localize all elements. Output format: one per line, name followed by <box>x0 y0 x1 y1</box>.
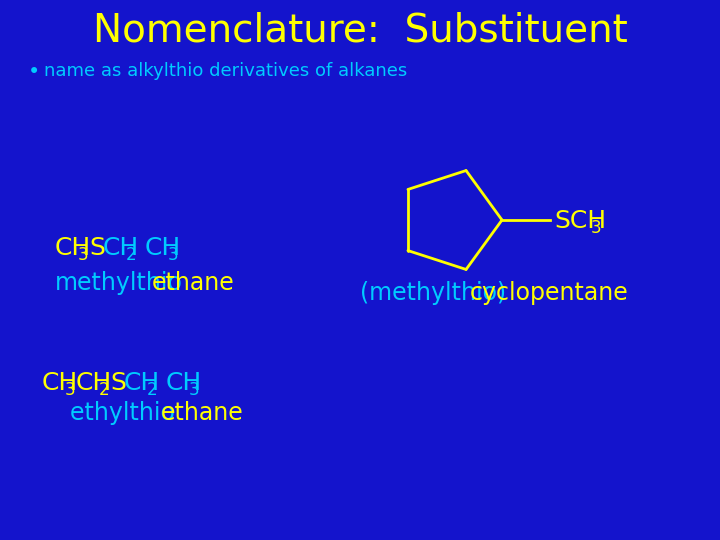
Text: (methylthio): (methylthio) <box>360 281 506 305</box>
Text: ethylthio: ethylthio <box>55 401 175 425</box>
Text: 2: 2 <box>99 381 109 399</box>
Text: Nomenclature:  Substituent: Nomenclature: Substituent <box>93 12 627 50</box>
Text: CH: CH <box>76 371 112 395</box>
Text: SCH: SCH <box>554 209 606 233</box>
Text: S: S <box>89 236 105 260</box>
Text: 2: 2 <box>126 246 137 264</box>
Text: ethane: ethane <box>161 401 244 425</box>
Text: •: • <box>28 62 40 82</box>
Text: 2: 2 <box>147 381 158 399</box>
Text: cyclopentane: cyclopentane <box>470 281 629 305</box>
Text: CH: CH <box>124 371 161 395</box>
Text: CH: CH <box>55 236 91 260</box>
Text: CH: CH <box>166 371 202 395</box>
Text: 3: 3 <box>168 246 179 264</box>
Text: 3: 3 <box>65 381 76 399</box>
Text: methylthio: methylthio <box>55 271 183 295</box>
Text: CH: CH <box>42 371 78 395</box>
Text: 3: 3 <box>78 246 89 264</box>
Text: CH: CH <box>145 236 181 260</box>
Text: name as alkylthio derivatives of alkanes: name as alkylthio derivatives of alkanes <box>44 62 408 80</box>
Text: 3: 3 <box>189 381 199 399</box>
Text: S: S <box>110 371 126 395</box>
Text: CH: CH <box>103 236 139 260</box>
Text: 3: 3 <box>591 219 602 237</box>
Text: ethane: ethane <box>152 271 235 295</box>
